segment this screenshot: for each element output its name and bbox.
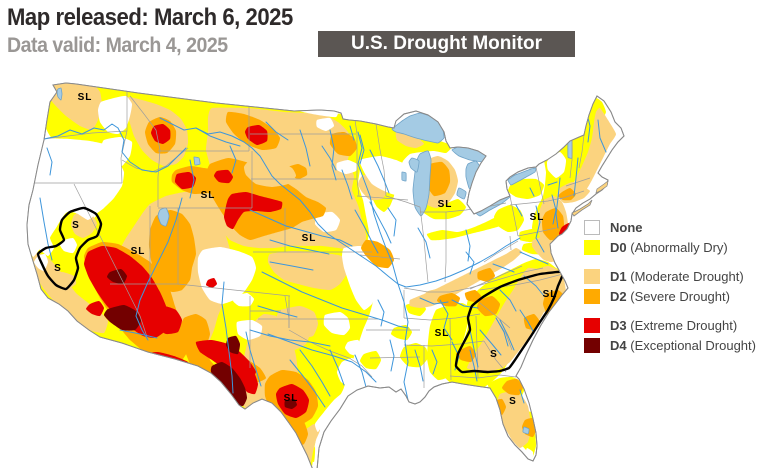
svg-text:S: S	[54, 263, 62, 274]
svg-text:SL: SL	[78, 92, 93, 103]
svg-text:SL: SL	[543, 289, 558, 300]
svg-text:SL: SL	[201, 190, 216, 201]
svg-text:SL: SL	[438, 199, 453, 210]
svg-text:S: S	[72, 220, 80, 231]
svg-text:SL: SL	[435, 328, 450, 339]
svg-text:S: S	[509, 396, 517, 407]
svg-text:S: S	[490, 349, 498, 360]
svg-text:SL: SL	[530, 212, 545, 223]
svg-text:SL: SL	[302, 233, 317, 244]
svg-text:SL: SL	[284, 393, 299, 404]
svg-text:SL: SL	[131, 246, 146, 257]
